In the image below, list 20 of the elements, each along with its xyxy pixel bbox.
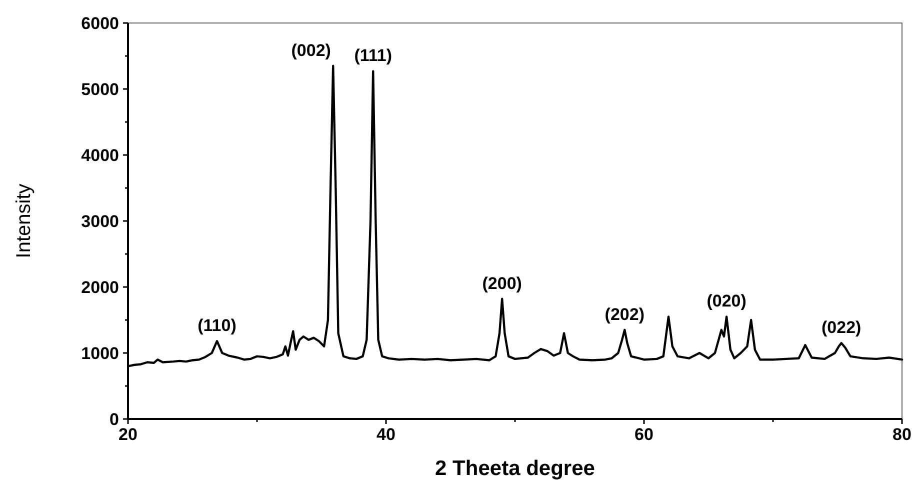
x-tick-label: 80 (892, 425, 912, 444)
annotation: (022) (822, 318, 862, 338)
y-tick-label: 2000 (81, 278, 119, 297)
annotation: (020) (706, 292, 746, 311)
x-tick-label: 20 (118, 425, 138, 444)
y-tick-label: 6000 (81, 14, 119, 33)
y-tick-label: 0 (110, 410, 119, 429)
y-tick-label: 1000 (81, 344, 119, 363)
annotation: (110) (198, 316, 236, 336)
annotation: (200) (482, 274, 522, 293)
annotation: (002) (291, 40, 331, 60)
y-tick-label: 4000 (81, 146, 119, 165)
x-tick-label: 60 (634, 425, 654, 444)
annotation: (202) (604, 304, 644, 324)
x-tick-label: 40 (376, 425, 396, 444)
y-tick-label: 3000 (81, 212, 119, 231)
annotation: (111) (354, 46, 392, 66)
y-axis-title: Intensity (13, 184, 35, 258)
y-tick-label: 5000 (81, 80, 119, 99)
x-axis-title: 2 Theeta degree (435, 457, 595, 480)
